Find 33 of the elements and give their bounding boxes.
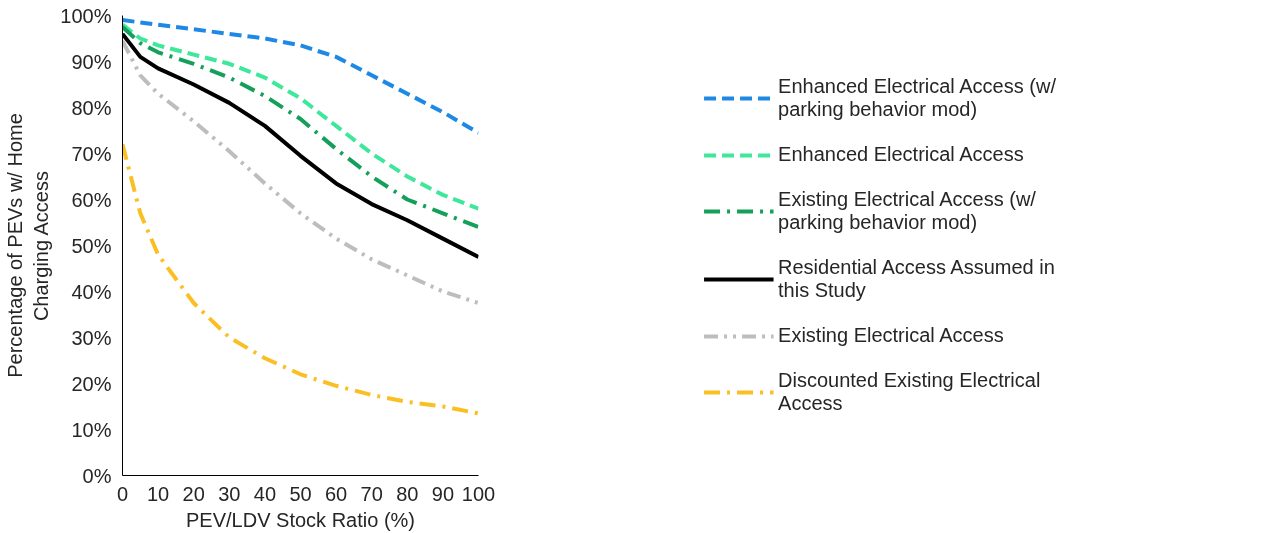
y-tick-label: 30% <box>71 326 112 349</box>
legend-label: Enhanced Electrical Access <box>778 143 1024 166</box>
legend-label: Residential Access Assumed in this Study <box>778 256 1055 302</box>
x-tick-label: 90 <box>431 482 455 505</box>
y-tick-label: 20% <box>71 372 112 395</box>
x-tick-label: 20 <box>182 482 205 505</box>
x-axis-title: PEV/LDV Stock Ratio (%) <box>186 508 415 531</box>
x-tick-label: 70 <box>360 482 383 505</box>
y-tick-label: 40% <box>71 280 112 303</box>
line-series <box>122 18 479 135</box>
y-axis-title: Percentage of PEVs w/ Home Charging Access <box>3 113 53 378</box>
x-tick-label: 100 <box>461 482 496 505</box>
x-tick-label: 60 <box>324 482 348 505</box>
y-tick-label: 100% <box>60 4 112 27</box>
y-tick-label: 70% <box>71 142 112 165</box>
line-series <box>122 38 479 305</box>
legend-label: Existing Electrical Access (w/ parking behavior mod) <box>778 188 1036 234</box>
x-tick-label: 30 <box>218 482 241 505</box>
x-tick-label: 0 <box>116 482 129 505</box>
legend-label: Discounted Existing Electrical Access <box>778 369 1041 415</box>
y-tick-label: 50% <box>71 234 112 257</box>
x-tick-label: 50 <box>289 482 312 505</box>
y-tick-label: 80% <box>71 96 112 119</box>
x-tick-label: 10 <box>146 482 170 505</box>
legend-label: Existing Electrical Access <box>778 324 1004 347</box>
legend-label: Enhanced Electrical Access (w/ parking behavior mod) <box>778 75 1056 121</box>
y-tick-label: 10% <box>71 418 112 441</box>
y-tick-label: 0% <box>82 464 112 487</box>
x-tick-label: 40 <box>253 482 277 505</box>
x-tick-label: 80 <box>396 482 419 505</box>
y-tick-label: 60% <box>71 188 112 211</box>
y-tick-label: 90% <box>71 50 112 73</box>
line-series <box>122 142 479 416</box>
